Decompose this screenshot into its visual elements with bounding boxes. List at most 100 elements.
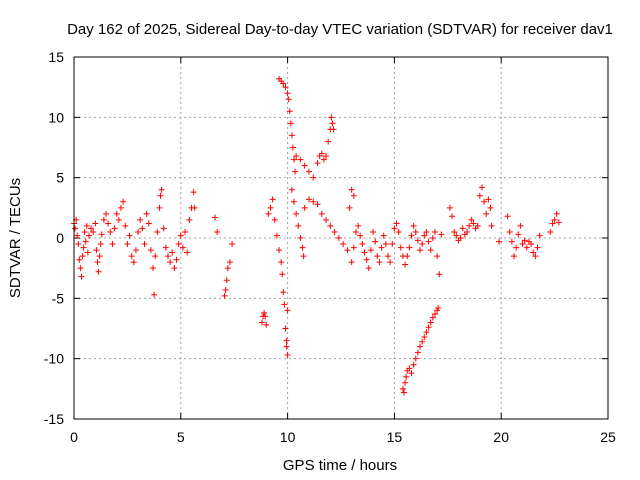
data-point [85,232,92,239]
x-tick-label: 10 [280,429,296,445]
data-point [158,186,165,193]
data-point [301,204,308,211]
data-point [107,228,114,235]
data-point [549,220,556,227]
data-point [348,259,355,266]
data-point [429,235,436,241]
data-point [318,150,325,157]
data-point [288,132,295,139]
data-point [382,241,389,248]
data-point [399,385,406,392]
data-point [76,256,83,263]
data-point [515,231,522,238]
data-point [423,228,430,235]
data-point [262,313,269,320]
y-tick-label: -5 [52,290,65,306]
data-point [380,232,387,239]
data-point [365,265,372,272]
data-point [280,289,287,296]
y-axis-label: SDTVAR / TECUs [7,178,24,298]
data-point [451,228,458,235]
data-point [288,186,295,193]
data-point [429,314,436,321]
data-point [457,235,464,241]
data-point [117,204,124,211]
data-point [555,219,562,226]
chart-title: Day 162 of 2025, Sidereal Day-to-day VTE… [67,21,613,38]
data-point [291,156,298,163]
data-point [376,259,383,266]
data-point [93,247,100,254]
data-point [350,192,357,199]
data-point [177,232,184,239]
data-point [431,228,438,235]
data-point [344,247,351,254]
data-point [90,228,97,235]
data-point [109,241,116,248]
data-point [151,291,158,298]
data-point [346,204,353,211]
data-point [297,156,304,163]
data-point [284,352,291,359]
data-point [135,228,142,235]
data-point [261,309,268,316]
data-point [224,265,231,272]
data-point [408,232,415,239]
data-point [406,365,413,372]
data-point [318,210,325,217]
data-point [162,244,169,251]
data-point [402,261,409,268]
data-point [145,220,152,227]
data-point [410,361,417,368]
data-point [132,247,139,254]
data-point [282,325,289,332]
data-point [179,244,186,251]
data-point [374,253,381,260]
data-point [223,277,230,284]
data-point [111,225,118,232]
data-point [350,244,357,251]
data-point [157,192,164,199]
data-point [517,222,524,229]
data-point [286,108,293,115]
data-point [314,160,321,167]
data-point [427,319,434,326]
data-point [476,192,483,199]
data-point [84,249,91,256]
data-point [434,253,441,260]
data-point [263,321,270,328]
x-tick-label: 20 [493,429,509,445]
data-point [276,247,283,254]
data-point [367,247,374,254]
data-point [105,220,112,227]
data-point [508,238,515,245]
x-tick-label: 5 [177,429,185,445]
data-point [359,241,366,248]
data-point [523,244,530,251]
y-tick-label: 5 [56,170,64,186]
data-point [329,120,336,127]
data-point [78,273,85,280]
data-point [553,210,560,217]
data-point [137,216,144,223]
data-point [293,152,300,159]
data-point [154,228,161,235]
data-point [427,247,434,254]
data-point [297,235,304,241]
data-point [258,319,265,326]
data-point [528,241,535,248]
data-point [408,370,415,377]
x-axis-label: GPS time / hours [283,457,397,474]
data-point [98,231,105,238]
data-point [160,225,167,232]
data-point [289,144,296,151]
data-point [82,238,89,245]
data-point [401,389,408,396]
data-point [331,228,338,235]
data-point [88,225,95,232]
data-point [391,225,398,232]
data-point [80,244,87,251]
data-point [94,259,101,266]
data-point [403,373,410,380]
